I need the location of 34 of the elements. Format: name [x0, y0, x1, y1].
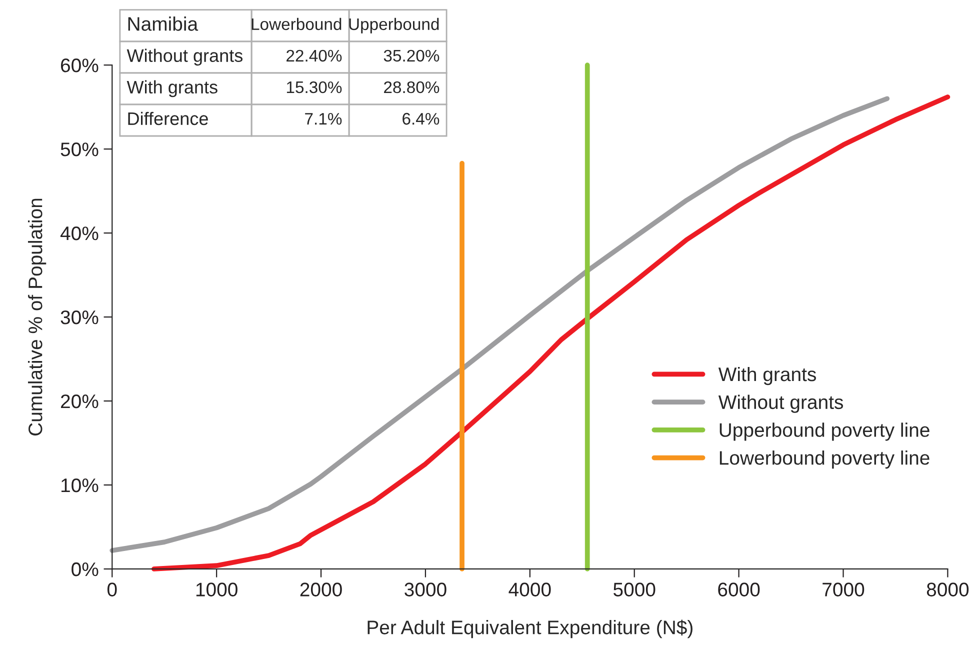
- y-tick-label: 40%: [60, 226, 98, 240]
- legend-label: Upperbound poverty line: [720, 422, 930, 441]
- y-axis-title: Cumulative % of Population: [28, 198, 46, 436]
- x-tick-label: 8000: [926, 582, 969, 596]
- annotation: Without grants: [126, 48, 243, 66]
- text: Namibia: [128, 16, 198, 31]
- y-tick-label: 60%: [61, 58, 98, 72]
- annotation: 15.30%: [286, 81, 342, 94]
- text: 35.20%: [384, 50, 440, 62]
- annotation: 7.1%: [305, 112, 342, 125]
- legend-label: With grants: [718, 366, 816, 386]
- x-tick-label: 7000: [822, 582, 864, 596]
- annotation: 28.80%: [384, 81, 440, 94]
- y-tick-label: 10%: [61, 478, 98, 492]
- annotation: With grants: [126, 80, 218, 98]
- y-tick-label: 20%: [60, 394, 98, 408]
- x-tick-label: 1000: [196, 582, 238, 596]
- x-tick-label: 5000: [614, 582, 656, 596]
- text: 22.40%: [286, 50, 342, 62]
- legend-label: Lowerbound poverty line: [720, 450, 930, 469]
- legend-label: Without grants: [718, 394, 844, 413]
- x-tick-label: 4000: [508, 582, 551, 596]
- y-tick-label: 0%: [72, 562, 98, 576]
- y-tick-label: 30%: [60, 310, 98, 324]
- x-tick-label: 3000: [404, 582, 446, 596]
- y-tick-label: 50%: [60, 142, 98, 156]
- x-axis-title: Per Adult Equivalent Expenditure (N$): [368, 620, 692, 638]
- annotation: 6.4%: [402, 112, 440, 125]
- text: Upperbound: [349, 18, 439, 34]
- x-tick-label: 2000: [300, 582, 342, 596]
- x-tick-label: 0: [107, 582, 117, 596]
- annotation: Difference: [128, 112, 208, 126]
- text: Lowerbound: [252, 18, 342, 30]
- x-tick-label: 6000: [718, 582, 760, 596]
